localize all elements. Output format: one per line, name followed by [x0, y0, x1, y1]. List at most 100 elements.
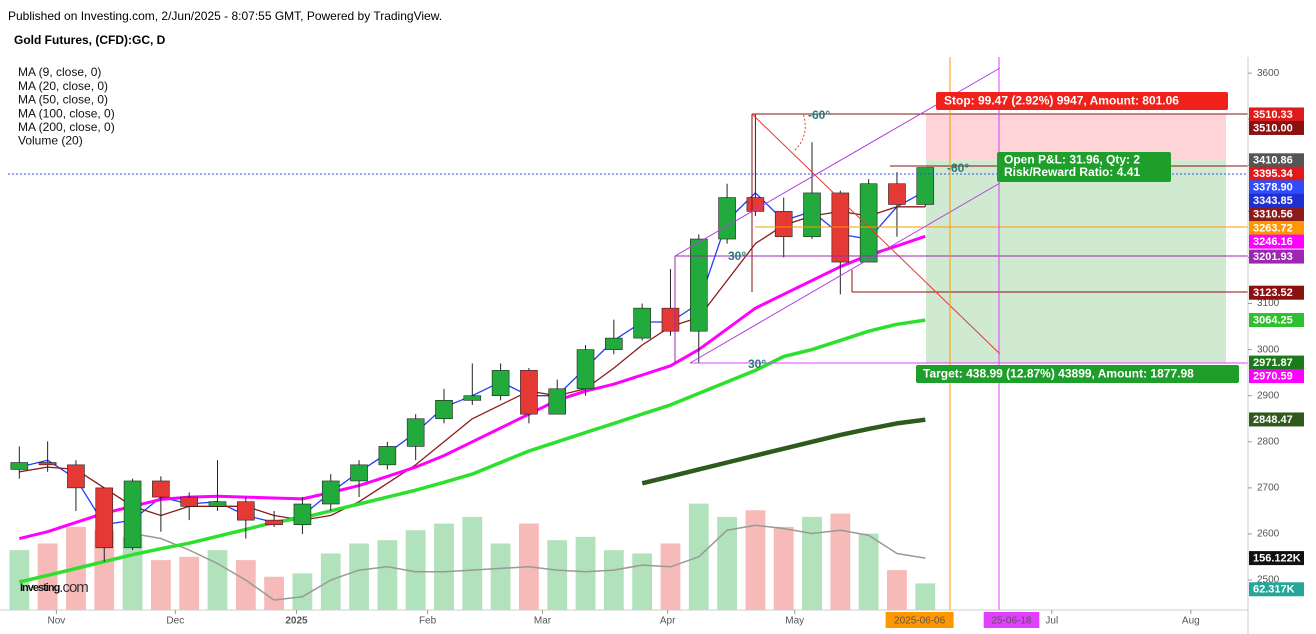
volume-bar [292, 573, 313, 610]
candle-body [576, 349, 595, 390]
target-label: Target: 438.99 (12.87%) 43899, Amount: 1… [923, 367, 1194, 381]
candle-body [916, 167, 935, 205]
ma-line [641, 417, 926, 486]
volume-bar [575, 536, 596, 610]
y-tick-label: 3100 [1257, 298, 1280, 309]
logo-main: Investing [20, 582, 60, 594]
candle-body [605, 337, 623, 350]
ma-line [19, 206, 926, 521]
volume-bar [320, 553, 341, 610]
price-tag-label: 62.317K [1253, 584, 1295, 596]
x-tick-label: Apr [660, 616, 676, 627]
price-tag [1249, 582, 1304, 597]
volume-bar [264, 576, 285, 610]
x-marker-label: 2025-06-06 [894, 616, 946, 627]
candle-body [10, 462, 29, 470]
price-tag [1249, 551, 1304, 566]
volume-bar [235, 560, 256, 610]
candle-body [350, 464, 368, 482]
volume-bar [858, 533, 879, 610]
price-tag [1249, 180, 1304, 195]
legend-entry: MA (20, close, 0) [18, 79, 108, 93]
price-tag-label: 2848.47 [1253, 414, 1293, 426]
drawings-under [926, 114, 1226, 363]
price-tag [1249, 120, 1304, 135]
price-tag [1249, 193, 1304, 208]
candle-body [265, 519, 283, 526]
candle-body [491, 370, 510, 397]
volume-bar [490, 543, 511, 610]
price-tag-label: 2970.59 [1253, 370, 1293, 382]
x-tick-label: Nov [48, 616, 66, 627]
candle-body [774, 211, 793, 238]
volume-bar [9, 550, 30, 610]
price-tag [1249, 207, 1304, 222]
subtitle: Published on Investing.com, 2/Jun/2025 -… [8, 9, 442, 23]
volume-bar [462, 516, 483, 610]
volume-bar [915, 583, 936, 610]
price-tag [1249, 355, 1304, 370]
price-tag-label: 3410.86 [1253, 155, 1293, 167]
y-tick-label: 2700 [1257, 483, 1280, 494]
volume-bar [887, 570, 907, 610]
ma-line [18, 234, 926, 541]
price-tag-label: 3310.56 [1253, 209, 1293, 221]
candle-body [463, 395, 482, 401]
legend-entry: MA (9, close, 0) [18, 65, 101, 79]
x-marker [885, 612, 954, 628]
candle-body [888, 183, 906, 205]
price-tag-label: 156.122K [1253, 552, 1301, 564]
title: Gold Futures, (CFD):GC, D [14, 33, 166, 47]
price-tag [1249, 107, 1304, 122]
candle-body [406, 418, 425, 447]
angle-arc [794, 112, 806, 151]
candle-body [237, 501, 255, 521]
volume-bar [632, 553, 653, 610]
x-tick-label: 2025 [285, 616, 308, 627]
ma-line [18, 318, 926, 584]
price-tag-label: 3510.00 [1253, 122, 1293, 134]
volume-bar [603, 550, 624, 610]
price-tag [1249, 166, 1304, 181]
candle-body [859, 183, 878, 263]
price-tag-label: 3263.72 [1253, 223, 1293, 235]
y-tick-label: 2600 [1257, 529, 1280, 540]
price-tag-label: 3395.34 [1253, 168, 1294, 180]
price-tag [1249, 153, 1304, 168]
legend: MA (9, close, 0)MA (20, close, 0)MA (50,… [18, 65, 115, 148]
price-tag [1249, 313, 1304, 328]
x-tick-label: Mar [534, 616, 552, 627]
pnl-box [997, 152, 1171, 182]
annotations: -60° -60° 30° 30° Stop: 99.47 (2.92%) 99… [728, 92, 1239, 383]
candle-body [831, 192, 850, 263]
candle-body [180, 496, 198, 507]
marks [9, 114, 936, 610]
price-tag-label: 3123.52 [1253, 287, 1293, 299]
x-marker [983, 612, 1040, 628]
stop-label: Stop: 99.47 (2.92%) 9947, Amount: 801.06 [944, 94, 1179, 108]
volume-bar [745, 510, 766, 610]
volume-bar [717, 516, 737, 610]
volume-bar [830, 513, 851, 610]
candle-body [95, 487, 114, 549]
candle-body [633, 307, 651, 339]
rr-label: Risk/Reward Ratio: 4.41 [1004, 165, 1140, 179]
candle-body [293, 503, 312, 526]
price-tag-label: 3343.85 [1253, 195, 1293, 207]
legend-entry: Volume (20) [18, 134, 83, 148]
angle-label: -60° [947, 161, 969, 175]
volume-bar [547, 540, 568, 610]
price-tag [1249, 221, 1304, 236]
volume-bar [773, 526, 794, 610]
candle-body [661, 307, 680, 332]
candle-body [520, 370, 538, 415]
volume-bar [802, 516, 822, 610]
x-tick-label: May [785, 616, 804, 627]
price-tag [1249, 249, 1304, 264]
y-tick-label: 2500 [1257, 575, 1280, 586]
stop-box [936, 92, 1228, 110]
x-tick-label: Feb [419, 616, 437, 627]
volume-bar [377, 540, 398, 610]
candle-body [152, 480, 170, 498]
